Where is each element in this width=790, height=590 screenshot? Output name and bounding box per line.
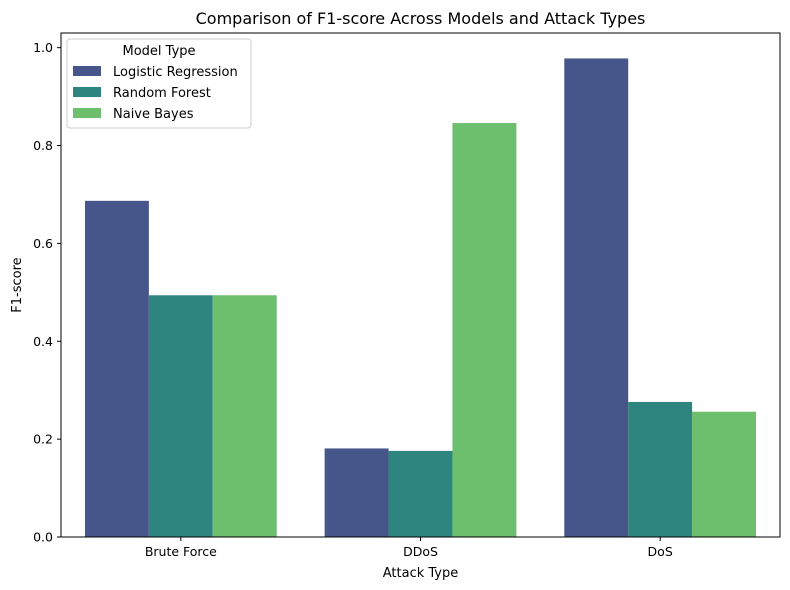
legend-entries: Logistic Regression Random Forest Naive Ba…	[73, 65, 238, 122]
legend-label: Logistic Regression	[113, 65, 238, 80]
bar-naive-bayes-dos	[692, 411, 757, 537]
x-tick-label: DoS	[648, 544, 673, 559]
legend: Model Type Logistic Regression Random For…	[66, 38, 252, 129]
x-tick-label: Brute Force	[145, 544, 217, 559]
x-axis-label: Attack Type	[383, 566, 459, 581]
bar-random-forest-ddos	[388, 450, 453, 537]
y-tick-label: 0.2	[33, 432, 53, 447]
bars-group	[84, 58, 757, 538]
bar-naive-bayes-brute-force	[212, 295, 277, 537]
legend-label: Naive Bayes	[113, 107, 194, 122]
y-tick-label: 1.0	[33, 40, 53, 55]
legend-swatch	[73, 66, 101, 76]
bar-random-forest-dos	[628, 401, 693, 537]
bar-logistic-regression-brute-force	[84, 200, 149, 537]
x-axis: Brute Force DDoS DoS	[145, 537, 673, 559]
x-tick-label: DDoS	[403, 544, 438, 559]
legend-box	[66, 38, 252, 129]
y-tick-label: 0.4	[33, 334, 53, 349]
y-tick-label: 0.0	[33, 530, 53, 545]
bar-logistic-regression-ddos	[324, 448, 389, 537]
bar-logistic-regression-dos	[564, 58, 629, 537]
legend-label: Random Forest	[113, 86, 211, 101]
bar-naive-bayes-ddos	[452, 123, 517, 538]
bar-random-forest-brute-force	[148, 295, 213, 537]
y-axis-label: F1-score	[10, 257, 25, 312]
y-axis: 0.0 0.2 0.4 0.6 0.8 1.0	[33, 40, 61, 545]
legend-title: Model Type	[122, 44, 195, 59]
y-tick-label: 0.8	[33, 138, 53, 153]
y-tick-label: 0.6	[33, 236, 53, 251]
legend-swatch	[73, 108, 101, 118]
chart-title: Comparison of F1-score Across Models and…	[196, 9, 646, 28]
legend-swatch	[73, 87, 101, 97]
